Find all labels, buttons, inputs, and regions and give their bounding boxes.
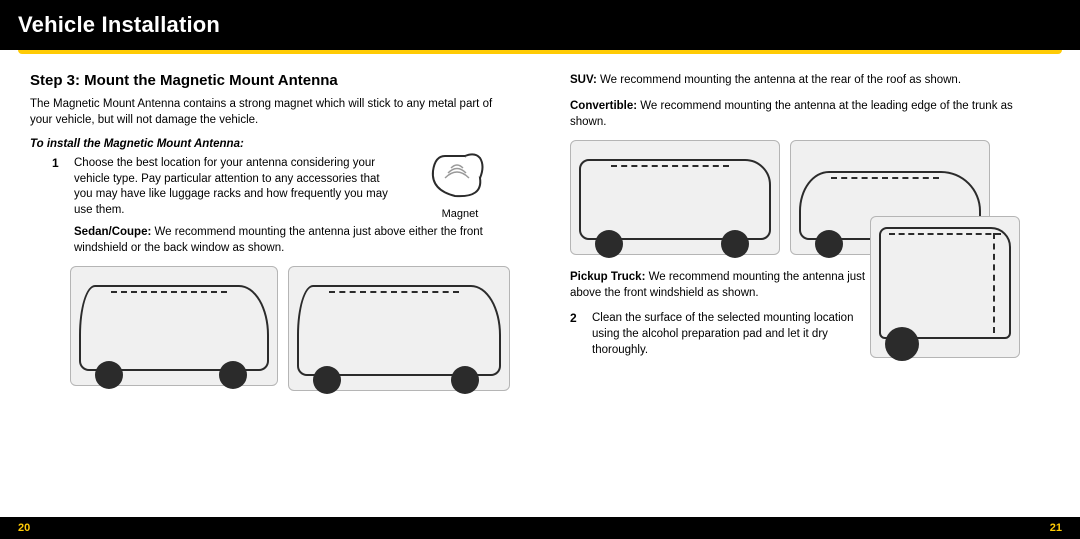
pickup-illustration (870, 216, 1020, 358)
suv-illustration (570, 140, 780, 255)
magnet-illustration: Magnet (410, 146, 510, 220)
right-lower-block: Pickup Truck: We recommend mounting the … (570, 261, 1050, 364)
magnet-icon (425, 146, 495, 201)
content-area: Step 3: Mount the Magnetic Mount Antenna… (0, 54, 1080, 517)
page-number-left: 20 (18, 522, 30, 534)
suv-bold: SUV: (570, 74, 597, 86)
step-title: Step 3: Mount the Magnetic Mount Antenna (30, 72, 510, 89)
sedan-bold: Sedan/Coupe: (74, 226, 151, 238)
list-number: 2 (570, 311, 592, 358)
pickup-paragraph: Pickup Truck: We recommend mounting the … (570, 269, 870, 301)
sedan-paragraph: Sedan/Coupe: We recommend mounting the a… (74, 224, 510, 256)
footer-bar: 20 21 (0, 517, 1080, 539)
convertible-paragraph: Convertible: We recommend mounting the a… (570, 98, 1050, 130)
left-car-row (70, 266, 510, 391)
conv-text: We recommend mounting the antenna at the… (570, 100, 1013, 128)
suv-text: We recommend mounting the antenna at the… (597, 74, 961, 86)
sedan-illustration (70, 266, 278, 386)
intro-text: The Magnetic Mount Antenna contains a st… (30, 97, 510, 128)
pickup-bold: Pickup Truck: (570, 271, 645, 283)
header-bar: Vehicle Installation (0, 0, 1080, 50)
list-number: 1 (52, 156, 74, 218)
coupe-illustration (288, 266, 510, 391)
list-text: Clean the surface of the selected mounti… (592, 311, 870, 358)
conv-bold: Convertible: (570, 100, 637, 112)
page-title: Vehicle Installation (18, 12, 220, 38)
left-column: Step 3: Mount the Magnetic Mount Antenna… (0, 54, 540, 517)
list-item-2: 2 Clean the surface of the selected moun… (570, 311, 870, 358)
page-number-right: 21 (1050, 522, 1062, 534)
magnet-label: Magnet (410, 208, 510, 220)
right-column: SUV: We recommend mounting the antenna a… (540, 54, 1080, 517)
suv-paragraph: SUV: We recommend mounting the antenna a… (570, 72, 1050, 88)
